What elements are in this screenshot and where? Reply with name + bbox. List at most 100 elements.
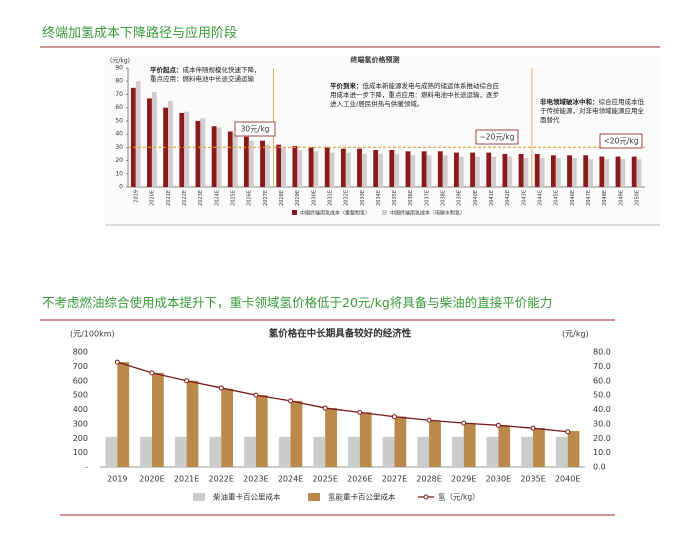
line-marker	[565, 429, 571, 435]
bar	[502, 153, 508, 187]
bar	[200, 118, 206, 187]
section-title: 终端加氢成本下降路径与应用阶段	[42, 26, 238, 41]
bar	[345, 152, 351, 187]
x-tick-label: 2038E	[441, 190, 447, 206]
bar	[174, 436, 187, 467]
y-tick-label: 700	[73, 362, 88, 371]
bar	[361, 153, 367, 187]
bar	[550, 155, 556, 187]
line-marker	[426, 417, 432, 423]
x-tick-label: 2045E	[554, 190, 560, 206]
bar	[410, 155, 416, 187]
bar	[463, 423, 476, 467]
bar	[486, 436, 499, 467]
bar	[248, 140, 254, 187]
x-tick-label: 2022E	[209, 475, 234, 484]
y-tick-label: 0	[119, 184, 123, 191]
x-tick-label: 2027E	[382, 475, 407, 484]
bar	[458, 156, 464, 187]
x-tick-label: 2027E	[263, 190, 269, 206]
x-tick-label: 2025E	[231, 190, 237, 206]
y-tick-label: 100	[73, 448, 88, 457]
y-tick-label: 50	[115, 117, 123, 124]
y-tick-label: 70	[115, 91, 123, 98]
bar	[599, 156, 605, 187]
bar	[313, 436, 326, 467]
x-tick-label: 2030E	[486, 475, 511, 484]
bar	[620, 159, 626, 187]
bar	[313, 151, 319, 187]
bar	[140, 436, 152, 467]
y2-tick-label: 30.0	[593, 419, 611, 428]
x-tick-label: 2019	[134, 190, 140, 203]
bar	[373, 149, 379, 187]
y-tick-label: 200	[73, 434, 88, 443]
x-tick-label: 2035E	[392, 190, 398, 206]
bar	[130, 87, 136, 187]
bar	[588, 159, 593, 187]
line-marker	[184, 378, 190, 384]
bar	[437, 151, 443, 187]
annotation-title: 非电领域破冰中和：	[540, 98, 599, 106]
bar	[394, 416, 407, 467]
bar	[571, 157, 577, 187]
bar	[604, 159, 610, 187]
y-tick-label: 90	[115, 65, 123, 72]
bar	[151, 91, 157, 187]
bar	[378, 153, 383, 187]
line-marker	[495, 422, 501, 428]
x-tick-label: 2023E	[198, 190, 204, 206]
bar	[255, 395, 268, 467]
y-tick-label: 600	[73, 376, 88, 385]
bar	[278, 436, 291, 467]
x-tick-label: 2035E	[520, 475, 545, 484]
callout-label: 30元/kg	[241, 125, 270, 134]
annotation-title: 平价到来：	[330, 82, 363, 90]
annotation-text: 平价到来：低成本新能源发电与成熟的储运体系推动综合应用成本进一步下降，重点应用：…	[330, 82, 500, 109]
line-marker	[530, 425, 536, 431]
y-tick-label: 400	[73, 405, 88, 414]
bar	[186, 380, 199, 467]
bar	[281, 147, 287, 187]
bar	[211, 126, 217, 187]
x-tick-label: 2022E	[182, 190, 188, 206]
x-tick-label: 2025E	[312, 475, 337, 484]
section-title: 不考虑燃油综合使用成本提升下，重卡领域氢价格低于20元/kg将具备与柴油的直接平…	[42, 295, 553, 310]
chart-title: 氢价格在中长期具备较好的经济性	[269, 328, 412, 340]
x-tick-label: 2034E	[376, 190, 382, 206]
legend-swatch	[382, 210, 387, 215]
x-tick-label: 2029E	[295, 190, 301, 206]
x-tick-label: 2024E	[214, 190, 220, 206]
bar	[451, 436, 464, 467]
x-tick-label: 2021E	[166, 190, 172, 206]
bar	[244, 136, 249, 187]
x-tick-label: 2030E	[311, 190, 317, 206]
y2-axis-label: (元/kg)	[562, 330, 589, 339]
x-tick-label: 2044E	[537, 190, 543, 206]
annotation-text: 非电领域破冰中和：综合应用成本低于传统能源，对非电领域能源应用全面替代	[540, 98, 645, 125]
callout-box	[234, 121, 276, 137]
line-marker	[322, 405, 328, 411]
annotation-body: 综合应用成本低于传统能源，对非电领域能源应用全面替代	[540, 98, 644, 124]
bar	[470, 152, 476, 187]
x-tick-label: 2029E	[451, 475, 476, 484]
x-tick-label: 2046E	[570, 190, 576, 206]
bar	[292, 146, 298, 187]
annotation-title: 平价起点：	[150, 66, 183, 74]
y2-tick-label: 20.0	[593, 434, 611, 443]
bar	[534, 153, 540, 187]
legend-swatch	[423, 494, 429, 500]
legend-swatch	[308, 493, 320, 501]
x-tick-label: 2026E	[347, 475, 372, 484]
y-tick-label: 20	[115, 157, 123, 164]
bar	[486, 152, 492, 187]
bar	[405, 151, 411, 187]
annotation: 平价起点：成本伴随规模化快速下降，重点应用：燃料电池中长途交通运输	[150, 66, 261, 83]
y-tick-label: -	[85, 463, 88, 472]
chart-title: 终端氢价格预测	[351, 55, 400, 64]
x-tick-label: 2031E	[327, 190, 333, 206]
line-marker	[461, 420, 467, 426]
legend-label: 中国终端用氢成本（重整制氢）	[300, 210, 370, 217]
annotation-body: 成本伴随规模化快速下降，重点应用：燃料电池中长途交通运输	[150, 66, 261, 83]
bar	[244, 436, 256, 467]
